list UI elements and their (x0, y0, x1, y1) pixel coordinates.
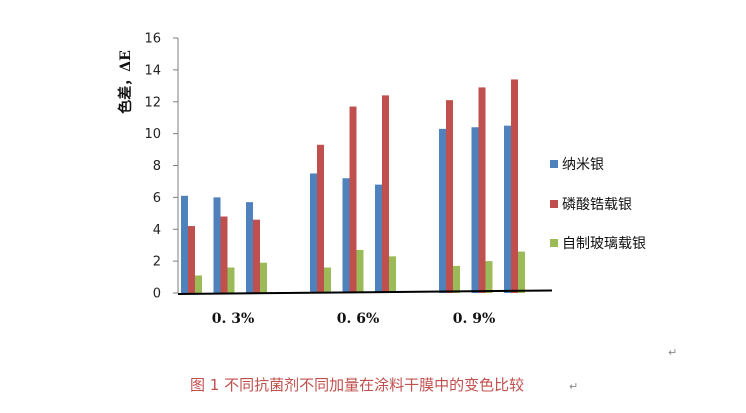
bar-3 (195, 275, 202, 293)
legend-label: 磷酸锆载银 (562, 197, 632, 213)
bar-2 (446, 100, 453, 293)
bar-3 (324, 267, 331, 293)
bar-3 (389, 256, 396, 293)
y-axis-label: 色差，ΔE (117, 50, 134, 114)
bar-2 (253, 219, 260, 293)
plot-area (181, 79, 525, 293)
caption-paragraph-mark: ↵ (569, 380, 578, 393)
bar-1 (246, 202, 253, 293)
legend-swatch (550, 239, 558, 247)
bar-2 (511, 79, 518, 293)
y-tick-label: 4 (153, 223, 161, 238)
bar-3 (260, 262, 267, 293)
y-tick-label: 12 (144, 95, 161, 110)
x-axis-line (177, 289, 553, 295)
legend-label: 纳米银 (562, 157, 604, 173)
bar-2 (220, 216, 228, 293)
bar-3 (227, 267, 235, 293)
paragraph-mark: ↵ (668, 346, 677, 359)
bar-2 (317, 144, 324, 293)
y-tick-label: 10 (144, 127, 161, 142)
bar-3 (485, 261, 493, 293)
x-category-label: 0. 3% (212, 311, 255, 327)
x-category-label: 0. 6% (337, 311, 380, 327)
legend-label: 自制玻璃载银 (562, 235, 646, 252)
y-tick-label: 16 (144, 32, 161, 47)
y-tick-label: 0 (153, 287, 161, 302)
bar-1 (342, 178, 350, 293)
y-tick-label: 14 (144, 63, 161, 78)
bar-3 (453, 265, 460, 293)
bar-3 (518, 251, 525, 293)
y-tick-label: 2 (153, 255, 161, 270)
bar-1 (504, 125, 511, 293)
figure-caption: 图 1 不同抗菌剂不同加量在涂料干膜中的变色比较 (190, 376, 524, 394)
axes: 0 2 4 6 8 10 12 14 16 0. 3% 0. 6% 0. 9% (144, 32, 553, 327)
y-tick-label: 6 (153, 191, 161, 206)
legend-swatch (550, 200, 558, 208)
x-category-label: 0. 9% (453, 311, 496, 327)
bar-2 (382, 95, 389, 293)
bar-1 (213, 197, 221, 293)
bar-1 (375, 184, 382, 293)
bar-1 (471, 127, 479, 293)
y-tick-label: 8 (153, 159, 161, 174)
bar-2 (188, 226, 195, 293)
bar-2 (349, 106, 357, 293)
legend-swatch (550, 160, 558, 168)
bar-3 (356, 249, 364, 293)
bar-1 (310, 173, 317, 293)
bar-1 (439, 128, 446, 293)
bar-1 (181, 195, 188, 293)
bar-2 (478, 87, 486, 293)
